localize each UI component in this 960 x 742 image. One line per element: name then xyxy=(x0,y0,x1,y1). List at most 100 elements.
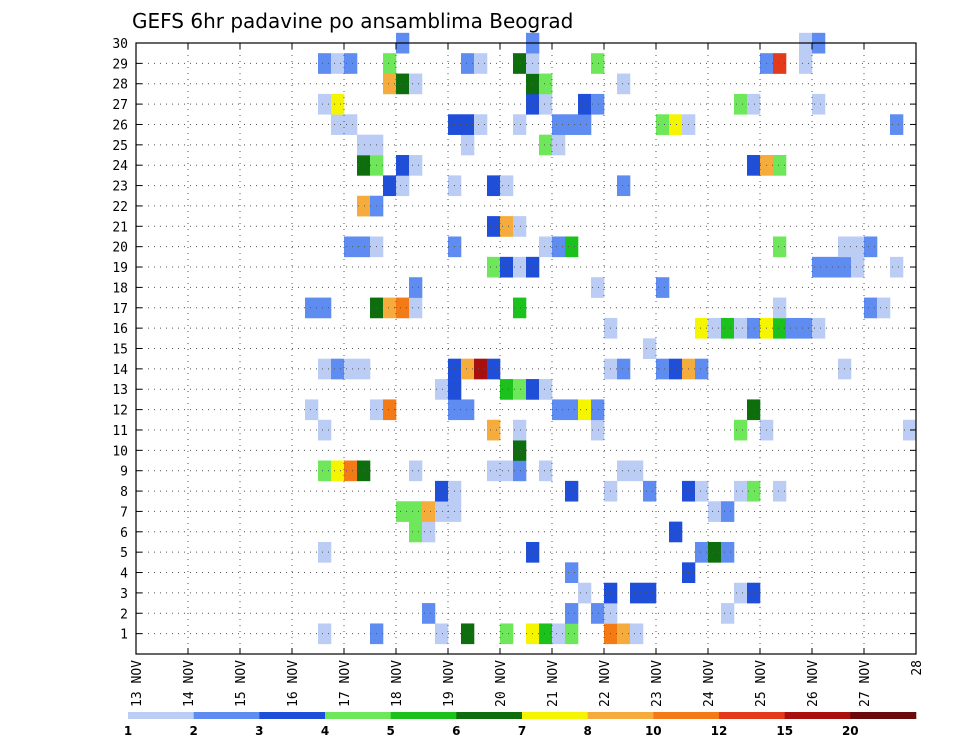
precip-cell xyxy=(747,317,761,339)
y-tick-label: 2 xyxy=(120,607,128,622)
colorbar-label: 6 xyxy=(452,724,460,738)
precip-cell xyxy=(617,358,631,380)
colorbar-swatch xyxy=(653,712,720,719)
precip-cell xyxy=(331,460,345,482)
precip-cell xyxy=(656,277,670,298)
precip-cell xyxy=(747,155,761,176)
colorbar-swatch xyxy=(456,712,523,719)
precip-cell xyxy=(318,623,332,645)
precip-cell xyxy=(539,73,553,95)
precip-cell xyxy=(422,501,436,522)
x-axis-ticks: 13 NOV 14 NOV 15 NOV 16 NOV 17 NOV 18 NOV 19 N… xyxy=(130,43,925,707)
colorbar-swatch xyxy=(522,712,588,719)
y-tick-label: 18 xyxy=(112,281,128,296)
precip-cell xyxy=(461,134,475,156)
precip-cell xyxy=(643,338,657,359)
precip-cell xyxy=(578,114,592,135)
precip-cell xyxy=(409,501,423,522)
precip-cell xyxy=(617,175,631,197)
precip-cell xyxy=(357,236,371,258)
precip-cell xyxy=(318,460,332,482)
precip-cell xyxy=(318,358,332,380)
colorbar-swatch xyxy=(719,712,785,719)
precip-cell xyxy=(578,93,592,115)
precip-cell xyxy=(396,73,410,95)
colorbar-label: 4 xyxy=(321,724,329,738)
precip-cell xyxy=(409,297,423,319)
precip-cell xyxy=(656,114,670,135)
precip-cell xyxy=(513,297,527,319)
y-tick-label: 14 xyxy=(112,363,128,378)
colorbar-label: 7 xyxy=(518,724,526,738)
precip-cell xyxy=(344,358,358,380)
precip-cell xyxy=(500,175,514,197)
x-tick-label: 22 NOV xyxy=(598,660,613,707)
precip-cell xyxy=(435,480,449,502)
x-tick-label: 25 NOV xyxy=(754,660,769,707)
precip-cell xyxy=(500,460,514,482)
precip-cell xyxy=(552,134,566,156)
precip-cell xyxy=(487,175,501,197)
precip-cell xyxy=(396,155,410,176)
precip-cell xyxy=(513,460,527,482)
precip-cell xyxy=(708,501,722,522)
x-tick-label: 23 NOV xyxy=(650,660,665,707)
precip-cell xyxy=(396,297,410,319)
precip-cell xyxy=(773,480,787,502)
precip-cell xyxy=(656,358,670,380)
precip-cell xyxy=(487,216,501,237)
precip-cell xyxy=(383,297,397,319)
precip-cell xyxy=(344,236,358,258)
precip-cell xyxy=(812,93,826,115)
precip-cell xyxy=(344,460,358,482)
y-tick-label: 21 xyxy=(112,220,128,235)
precip-cell xyxy=(695,541,709,563)
precip-cell xyxy=(513,256,527,278)
precip-cell xyxy=(812,256,826,278)
precip-cell xyxy=(825,256,839,278)
precip-cell xyxy=(578,399,592,421)
precip-cell xyxy=(773,317,787,339)
precip-cell xyxy=(747,582,761,604)
precip-cell xyxy=(539,93,553,115)
y-tick-label: 16 xyxy=(112,322,128,337)
precip-cell xyxy=(500,216,514,237)
y-tick-label: 9 xyxy=(120,465,128,480)
precip-cell xyxy=(669,521,683,543)
precip-cell xyxy=(591,399,605,421)
precip-cell xyxy=(539,623,553,645)
precip-cell xyxy=(708,541,722,563)
precip-cell xyxy=(552,114,566,135)
precip-cell xyxy=(565,562,579,584)
colorbar-swatch xyxy=(784,712,851,719)
colorbar-label: 1 xyxy=(124,724,132,738)
precip-cell xyxy=(565,114,579,135)
precip-cell xyxy=(331,114,345,135)
y-tick-label: 1 xyxy=(120,628,128,643)
precip-cell xyxy=(747,480,761,502)
precip-cell xyxy=(643,582,657,604)
colorbar-swatch xyxy=(587,712,654,719)
precip-cell xyxy=(630,460,644,482)
precip-cell xyxy=(357,460,371,482)
precip-cell xyxy=(396,501,410,522)
precip-cell xyxy=(487,419,501,441)
precip-cell xyxy=(565,236,579,258)
precip-cell xyxy=(630,623,644,645)
precip-cell xyxy=(799,317,813,339)
colorbar-swatch xyxy=(325,712,391,719)
precip-cell xyxy=(513,53,527,74)
precip-cell xyxy=(409,155,423,176)
precip-cell xyxy=(734,480,748,502)
precip-cell xyxy=(721,317,735,339)
precip-cell xyxy=(721,541,735,563)
x-tick-label: 28 xyxy=(910,660,925,676)
precip-cell xyxy=(864,236,878,258)
y-tick-label: 13 xyxy=(112,383,128,398)
precip-cell xyxy=(422,603,436,624)
precip-cell xyxy=(734,93,748,115)
precip-cell xyxy=(344,53,358,74)
precip-cell xyxy=(500,623,514,645)
precip-cell xyxy=(695,317,709,339)
precip-cell xyxy=(331,358,345,380)
